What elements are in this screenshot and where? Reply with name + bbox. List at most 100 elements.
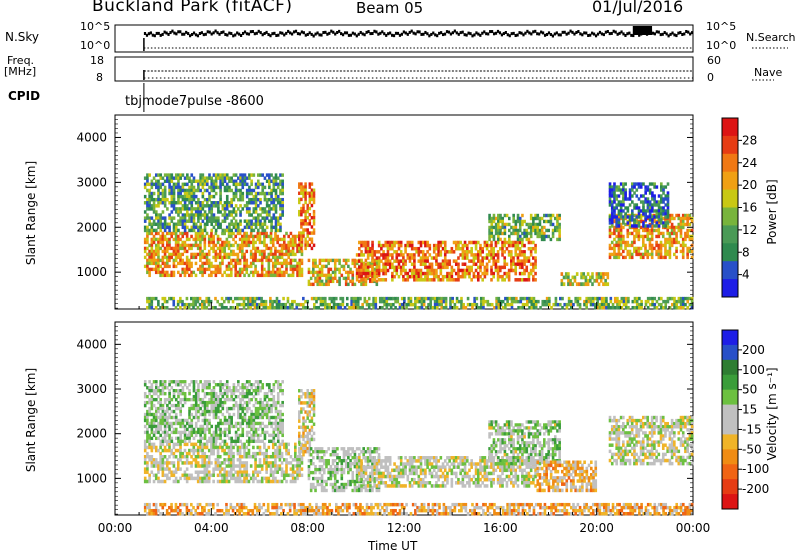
power-cell	[567, 302, 571, 307]
power-cell	[265, 201, 269, 205]
power-cell	[274, 255, 277, 260]
power-cell	[679, 249, 683, 254]
power-cell	[413, 253, 416, 257]
power-cell	[248, 197, 251, 202]
power-cell	[362, 271, 366, 276]
power-cell	[179, 210, 182, 214]
power-cell	[181, 219, 185, 223]
power-cell	[274, 258, 277, 263]
power-cell	[223, 231, 226, 236]
power-cell	[190, 225, 194, 230]
power-cell	[269, 258, 273, 263]
power-cell	[644, 197, 648, 201]
power-cell	[185, 267, 189, 272]
power-cell	[298, 191, 301, 196]
power-cell	[591, 272, 594, 276]
power-cell	[424, 256, 427, 260]
power-cell	[488, 228, 491, 233]
nsky-mark	[163, 30, 166, 34]
nsky-mark	[381, 30, 384, 34]
power-cell	[181, 188, 185, 193]
power-cell	[304, 216, 307, 220]
power-cell	[300, 209, 303, 214]
power-cell	[225, 243, 229, 248]
velocity-cell	[203, 464, 207, 468]
power-cell	[203, 222, 207, 227]
power-cell	[686, 216, 689, 221]
power-cell	[362, 282, 365, 287]
power-cell	[218, 261, 222, 266]
power-cell	[637, 231, 641, 236]
power-cell	[227, 264, 231, 269]
power-cell	[559, 296, 562, 301]
power-cell	[152, 207, 156, 211]
power-cell	[190, 201, 194, 205]
power-cell	[564, 272, 568, 276]
power-cell	[256, 273, 260, 278]
power-cell	[238, 243, 242, 248]
power-cell	[228, 228, 231, 233]
power-cell	[216, 237, 220, 242]
power-cell	[289, 267, 293, 272]
velocity-cell	[227, 451, 231, 456]
power-cell	[154, 228, 158, 233]
velocity-cell	[177, 458, 180, 462]
nsky-mark	[579, 32, 582, 36]
power-cell	[369, 246, 372, 251]
power-cell	[635, 188, 639, 192]
power-cell	[274, 210, 278, 214]
power-cell	[276, 267, 279, 272]
power-cell	[161, 237, 165, 242]
velocity-cell	[229, 454, 233, 459]
power-cell	[163, 222, 167, 227]
velocity-cell	[199, 445, 202, 450]
power-cell	[245, 240, 249, 245]
power-cell	[225, 201, 229, 205]
velocity-cell	[223, 476, 226, 481]
power-cell	[529, 225, 533, 230]
power-cell	[655, 215, 659, 219]
velocity-cell	[150, 430, 154, 435]
power-cell	[387, 302, 391, 307]
power-cell	[512, 299, 516, 304]
power-cell	[438, 299, 441, 304]
nsky-mark	[363, 33, 366, 37]
power-cell	[234, 258, 238, 263]
velocity-cell	[252, 454, 255, 459]
power-cell	[428, 262, 432, 267]
velocity-cell	[183, 470, 187, 474]
power-cell	[312, 273, 315, 278]
velocity-cell	[152, 389, 156, 393]
power-cell	[608, 185, 612, 189]
power-cell	[159, 191, 163, 196]
power-cell	[505, 240, 509, 245]
power-cell	[553, 216, 557, 221]
power-cell	[183, 204, 187, 208]
velocity-cell	[216, 451, 220, 456]
power-cell	[446, 250, 449, 254]
power-cell	[152, 234, 156, 239]
power-cell	[479, 268, 482, 273]
power-cell	[372, 302, 375, 307]
power-cell	[684, 222, 687, 227]
velocity-cell	[241, 454, 244, 459]
velocity-cell	[185, 458, 189, 462]
power-cell	[523, 228, 526, 233]
power-cell	[267, 246, 271, 251]
power-cell	[161, 216, 165, 220]
freq-panel-frame	[114, 56, 694, 82]
power-cell	[580, 272, 583, 276]
power-cell	[298, 240, 302, 245]
power-cell	[146, 204, 149, 208]
power-cell	[439, 268, 443, 273]
power-cell	[617, 240, 621, 245]
power-cell	[159, 213, 163, 217]
power-cell	[468, 274, 471, 279]
velocity-cell	[265, 467, 268, 471]
power-cell	[426, 256, 429, 260]
power-cell	[304, 182, 307, 186]
power-cell	[282, 252, 286, 257]
power-cell	[228, 222, 231, 227]
power-cell	[479, 265, 482, 270]
power-cell	[192, 197, 196, 202]
